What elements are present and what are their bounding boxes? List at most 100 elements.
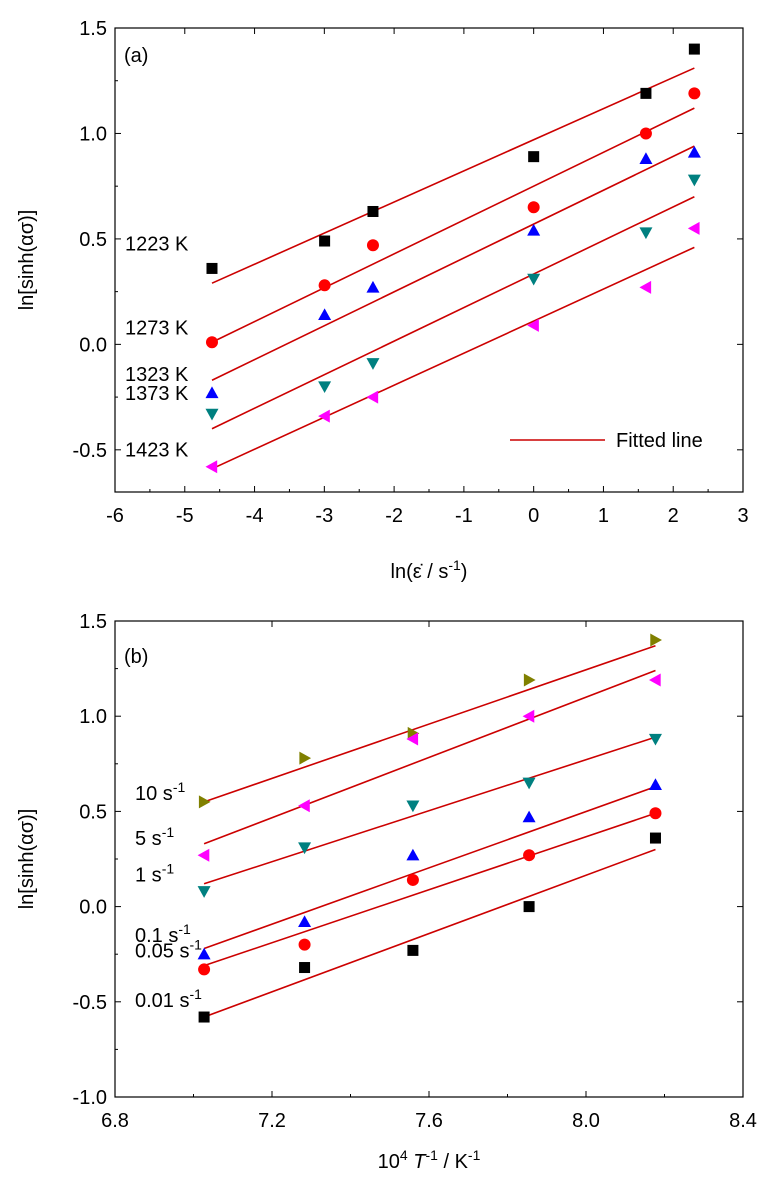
data-point <box>407 726 420 740</box>
data-point <box>650 633 662 647</box>
data-point <box>205 408 219 421</box>
data-point <box>522 810 536 823</box>
data-point <box>366 358 380 370</box>
data-point <box>197 848 210 862</box>
series-5: 0.01 s-1 <box>135 832 661 1023</box>
y-tick-label: 1.5 <box>79 18 107 40</box>
data-point <box>527 318 539 332</box>
data-point <box>318 409 330 423</box>
fit-line <box>203 736 656 885</box>
series-label: 1423 K <box>125 440 189 462</box>
series-1: 5 s-1 <box>135 669 661 862</box>
data-point <box>523 673 536 687</box>
y-tick-label: 1.0 <box>79 123 107 145</box>
data-point <box>687 221 700 235</box>
data-point <box>527 273 541 286</box>
series-3: 1373 K <box>125 174 701 430</box>
data-point <box>299 962 311 974</box>
series-label: 0.1 s-1 <box>135 921 191 947</box>
series-label: 1373 K <box>125 383 189 405</box>
y-tick-label: 0.5 <box>79 801 107 823</box>
y-tick-label: -1.0 <box>73 1087 107 1109</box>
data-point <box>318 308 332 321</box>
chart-panel-b: 6.8 7.2 7.6 8.0 8.4 -1.0 -0.5 0.0 0.5 1.0 1.5 104 T… <box>16 611 757 1173</box>
data-point <box>639 280 652 294</box>
series-3: 0.1 s-1 <box>135 778 662 960</box>
fit-line <box>211 246 695 470</box>
fit-line <box>203 644 656 803</box>
data-point <box>648 778 662 790</box>
panel-label: (a) <box>124 45 148 67</box>
x-tick-label: 1 <box>598 505 609 527</box>
y-tick-label: -0.5 <box>73 992 107 1014</box>
data-point <box>318 279 331 292</box>
data-point <box>318 381 332 394</box>
data-point <box>198 963 211 976</box>
data-point <box>640 87 652 99</box>
data-point <box>298 938 311 951</box>
data-point <box>523 901 535 913</box>
data-point <box>527 201 540 214</box>
x-tick-label: 7.2 <box>258 1110 286 1132</box>
y-tick-label: 0.5 <box>79 229 107 251</box>
data-point <box>687 174 701 187</box>
y-tick-label: 1.5 <box>79 611 107 633</box>
data-point <box>205 460 218 474</box>
data-point <box>649 832 661 844</box>
data-point <box>298 842 312 855</box>
x-tick-label: 8.4 <box>729 1110 757 1132</box>
series-2: 1 s-1 <box>135 733 662 898</box>
panel-label: (b) <box>124 646 148 668</box>
fit-line <box>211 67 695 284</box>
x-tick-label: 3 <box>737 505 748 527</box>
x-tick-label: -1 <box>455 505 473 527</box>
fit-line <box>203 669 656 845</box>
data-point <box>366 239 379 252</box>
data-point <box>319 235 331 247</box>
series-label: 1323 K <box>125 364 189 386</box>
series-label: 0.01 s-1 <box>135 986 202 1012</box>
series-label: 10 s-1 <box>135 779 185 805</box>
series-label: 5 s-1 <box>135 824 174 850</box>
series-label: 1223 K <box>125 233 189 255</box>
data-point <box>648 733 662 746</box>
data-point <box>197 886 211 898</box>
series-label: 1 s-1 <box>135 860 174 886</box>
data-point <box>523 849 536 862</box>
series-4: 0.05 s-1 <box>135 807 662 976</box>
x-tick-label: 6.8 <box>101 1110 129 1132</box>
data-point <box>688 43 700 55</box>
x-tick-label: 7.6 <box>415 1110 443 1132</box>
data-point <box>406 873 419 886</box>
series-0: 1223 K <box>125 43 700 284</box>
fit-line <box>203 848 656 1018</box>
x-tick-label: 0 <box>528 505 539 527</box>
fit-line <box>211 196 695 430</box>
series-4: 1423 K <box>125 221 700 474</box>
y-tick-label: 1.0 <box>79 706 107 728</box>
series-label: 1273 K <box>125 317 189 339</box>
data-point <box>298 915 312 928</box>
x-axis-title: 104 T-1 / K-1 <box>378 1147 481 1173</box>
data-point <box>639 127 652 140</box>
series-2: 1323 K <box>125 145 701 399</box>
fit-line <box>211 145 695 381</box>
data-point <box>299 751 312 765</box>
data-point <box>366 280 380 293</box>
data-point <box>406 800 420 813</box>
x-tick-label: -3 <box>315 505 333 527</box>
data-point <box>528 151 540 163</box>
data-point <box>205 336 218 349</box>
series-1: 1273 K <box>125 87 701 349</box>
data-point <box>198 1011 210 1023</box>
x-tick-label: -6 <box>106 505 124 527</box>
data-point <box>688 87 701 100</box>
data-point <box>198 795 211 809</box>
data-point <box>366 390 379 404</box>
data-point <box>527 223 541 236</box>
data-point <box>406 732 419 746</box>
data-point <box>367 205 379 217</box>
x-axis-title: ln(ε̇ / s-1) <box>391 557 468 583</box>
data-point <box>522 777 536 790</box>
